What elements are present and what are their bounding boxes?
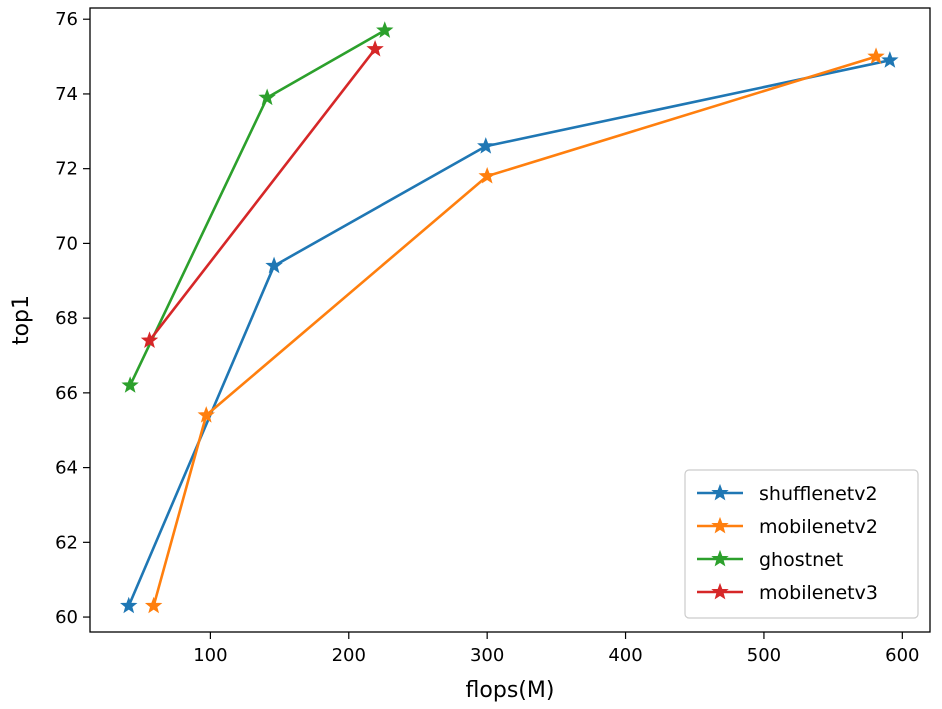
legend-marker-mobilenetv3 xyxy=(711,582,729,600)
legend-label-ghostnet: ghostnet xyxy=(759,549,843,571)
x-tick-label: 200 xyxy=(332,645,366,666)
x-tick-label: 100 xyxy=(193,645,227,666)
plot-frame xyxy=(89,7,931,633)
data-point-mobilenetv2 xyxy=(144,596,163,614)
legend-box xyxy=(684,469,919,619)
y-tick-label: 70 xyxy=(55,233,78,254)
series-markers xyxy=(120,21,899,614)
y-tick-label: 64 xyxy=(55,458,78,479)
data-point-ghostnet xyxy=(258,88,276,106)
series-line-mobilenetv3 xyxy=(148,48,377,342)
y-tick-label: 66 xyxy=(55,383,78,404)
series-line-ghostnet xyxy=(128,29,386,386)
y-axis: 60 62 64 66 68 70 72 74 76 xyxy=(55,9,90,628)
x-tick-label: 500 xyxy=(747,645,781,666)
y-axis-label: top1 xyxy=(9,295,34,345)
legend-marker-mobilenetv2 xyxy=(711,516,729,534)
legend-marker-ghostnet xyxy=(711,549,729,567)
y-tick-label: 62 xyxy=(55,532,78,553)
data-point-mobilenetv3 xyxy=(140,331,159,348)
x-axis: 100 200 300 400 500 600 xyxy=(193,632,920,666)
y-tick-label: 60 xyxy=(55,607,78,628)
y-tick-label: 72 xyxy=(55,159,78,180)
data-point-ghostnet xyxy=(121,376,139,393)
legend-marker-shufflenetv2 xyxy=(711,483,729,501)
legend-label-shufflenetv2: shufflenetv2 xyxy=(759,483,878,505)
data-point-mobilenetv2 xyxy=(478,166,496,184)
data-point-shufflenetv2 xyxy=(120,596,138,614)
x-axis-label: flops(M) xyxy=(466,678,555,703)
data-point-mobilenetv2 xyxy=(867,47,885,64)
data-point-shufflenetv2 xyxy=(265,256,283,274)
data-point-shufflenetv2 xyxy=(881,51,899,68)
y-tick-label: 76 xyxy=(55,9,78,30)
data-point-mobilenetv2 xyxy=(197,406,215,423)
data-point-mobilenetv3 xyxy=(366,39,384,57)
data-point-shufflenetv2 xyxy=(477,137,495,154)
x-tick-label: 300 xyxy=(470,645,504,666)
y-tick-label: 68 xyxy=(55,308,78,329)
data-point-ghostnet xyxy=(376,21,394,38)
x-tick-label: 400 xyxy=(608,645,642,666)
legend-label-mobilenetv2: mobilenetv2 xyxy=(759,516,878,538)
legend-label-mobilenetv3: mobilenetv3 xyxy=(759,582,878,604)
y-tick-label: 74 xyxy=(55,84,78,105)
series-line-mobilenetv2 xyxy=(152,55,877,607)
x-tick-label: 600 xyxy=(885,645,919,666)
legend: shufflenetv2 mobilenetv2 ghostnet mobilenet… xyxy=(684,469,919,619)
